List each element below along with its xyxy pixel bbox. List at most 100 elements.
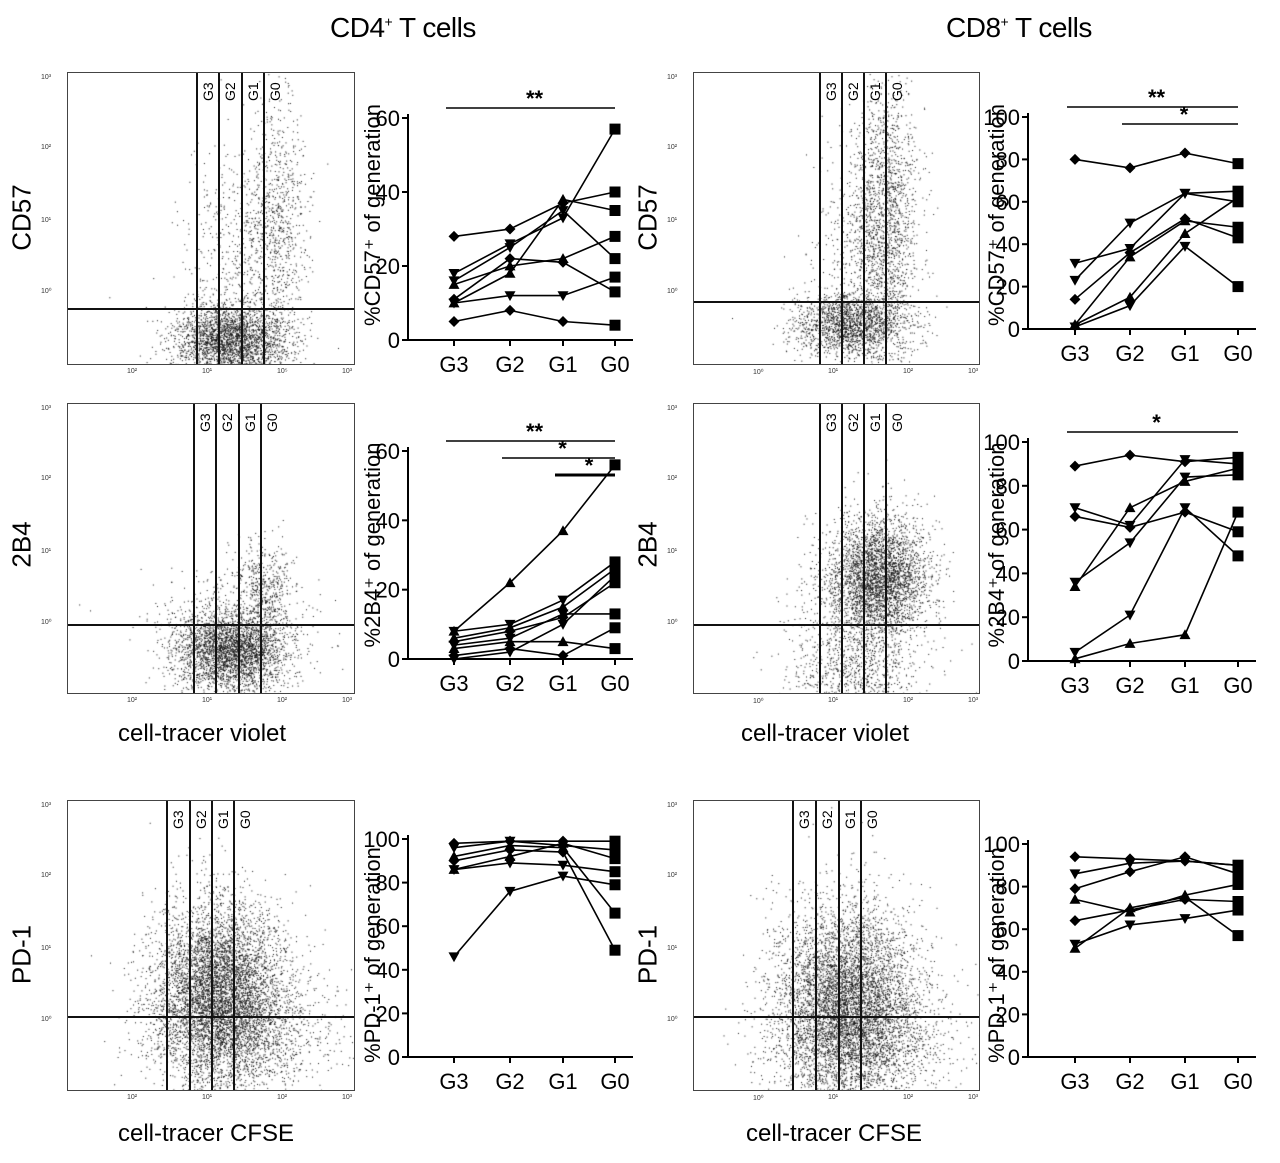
cd8-2b4-line-series-6-point [1069,653,1081,664]
cd8-cd57-line-series-3-point [1069,293,1081,305]
gate-line-G0 [860,801,862,1090]
gate-line-G2 [841,404,843,693]
cd4-2b4-line-significance-label: * [585,453,594,478]
cd4-2b4-line-series-1-line [453,561,616,633]
y-tick-label: 10⁰ [667,1016,678,1023]
cd8-2b4-line-series-6-point [1232,506,1244,518]
cd8-pd1-line-series-0-point [1069,851,1081,863]
cd4-cd57-line-series-5-line [453,235,616,286]
cd8-pd1-line-series-2-point [1232,868,1244,880]
x-tick-label: 10² [903,368,914,375]
cd8-2b4-line-series-4-point [1124,502,1136,513]
cd4-2b4-line-series-1-point [448,626,460,637]
cd8-pd1-line-y-tick-label: 0 [1008,1045,1020,1070]
cd4-cd57-line-series-6-line [453,276,616,304]
cd4-cd57-line-series-3-point [557,193,569,204]
cd4-pd1-flow-plot: G3 G2 G1 G0 [67,800,355,1091]
cd4-pd1-line-y-tick-label: 100 [363,827,400,852]
cd8-cd57-line-series-0-point [1179,147,1191,159]
cd8-2b4-line-x-tick-label: G2 [1115,673,1144,698]
cd8-pd1-line-x-tick-label: G2 [1115,1069,1144,1094]
y-tick-label: 10³ [41,405,52,412]
y-tick-label: 10¹ [667,217,678,224]
cd4-cd57-line-series-3-point [609,205,621,216]
cd4-pd1-line-y-axis-label: %PD-1⁺ of generation [360,847,385,1063]
gate-line-G3 [196,73,198,364]
cd4-2b4-line-x-tick-label: G0 [600,671,629,696]
cd4-2b4-line-y-tick-label: 0 [388,647,400,672]
cd4-2b4-line-y-axis-label: %2B4⁺ of generation [360,443,385,648]
cd8-2b4-flow-plot: G3 G2 G1 G0 [693,403,980,694]
cd4-2b4-line-series-2-line [453,568,616,639]
cd8-2b4-line-x-tick-label: G3 [1060,673,1089,698]
cd8-2b4-line-series-1-point [1069,503,1081,514]
cd4-2b4-line-series-4-point [557,609,569,620]
cd4-cd57-line-series-7-line [453,309,616,326]
cd4-2b4-line-series-5-point [609,643,621,655]
cd8-2b4-line-significance-label: * [1152,410,1161,435]
cd8-2b4-line-series-5-point [1069,647,1081,658]
cd8-pd1-line-y-tick-label: 80 [996,875,1020,900]
cd4-pd1-line-series-4-point [557,837,569,848]
cd4-2b4-line-y-tick-label: 20 [376,578,400,603]
cd8-cd57-line-significance-label: ** [1148,85,1166,110]
cd4-cd57-line-series-6-point [448,298,460,309]
quadrant-line [694,624,979,626]
cd8-cd57-flow-plot: G3 G2 G1 G0 [693,72,980,365]
cd4-pd1-line-series-4-point [504,850,516,861]
cd8-2b4-line-series-6-point [1124,637,1136,648]
cd4-cd57-line-series-2-point [504,243,516,253]
cd4-pd1-line-series-6-line [453,875,616,958]
cd4-2b4-flow-plot: G3 G2 G1 G0 [67,403,355,694]
cd8-pd1-scatter-density [694,801,979,1090]
quadrant-line [68,624,354,626]
quadrant-line [68,1016,354,1018]
cd4-cd57-line-y-tick-label: 0 [388,328,400,353]
cd8-pd1-line-y-tick-label: 20 [996,1002,1020,1027]
cd8-cd57-line-series-0-point [1069,153,1081,165]
cd4-cd57-line-series-1-line [453,128,616,275]
cd8-cd57-line-series-4-point [1124,251,1136,262]
cd8-2b4-line-series-2-point [1124,521,1136,533]
cd4-pd1-line-series-3-point [448,855,460,867]
gate-line-G0 [885,404,887,693]
cd8-pd1-line-series-2-point [1069,883,1081,895]
cd8-cd57-line-significance-label: * [1180,102,1189,127]
cd8-2b4-line-series-2-point [1069,510,1081,522]
x-tick-label: 10² [277,1094,288,1101]
cd8-pd1-line-series-3-line [1074,883,1239,913]
cd4-pd1-line-series-6-point [448,952,460,963]
cd4-pd1-line-series-4-point [609,853,621,865]
cd4-pd1-line-y-tick-label: 60 [376,914,400,939]
cd8-cd57-line-series-6-point [1069,322,1081,333]
x-tick-label: 10¹ [202,368,213,375]
cd4-cd57-line-series-2-point [609,253,621,265]
cd8-cd57-scatter-density [694,73,979,364]
cd4-pd1-line-series-2-point [609,907,621,919]
cd4-cd57-line-series-7-point [448,316,460,327]
cd8-2b4-line-series-5-point [1232,550,1244,562]
cd4-pd1-line-series-0-point [609,835,621,847]
cd8-pd1-line-y-tick-label: 60 [996,917,1020,942]
cd8-pd1-line-series-6-point [1069,942,1081,953]
gate-line-G3 [166,801,168,1090]
cd4-2b4-line-x-tick-label: G1 [548,671,577,696]
y-tick-label: 10¹ [667,548,678,555]
x-tick-label: 10² [127,368,138,375]
cd8-pd1-line-series-6-line [1074,896,1239,950]
y-tick-label: 10³ [41,802,52,809]
gate-line-G2 [189,801,191,1090]
cd4-cd57-scatter-density [68,73,354,364]
quadrant-line [68,308,354,310]
cd4-cd57-line-series-7-point [557,316,569,327]
cd8-pd1-line-series-3-point [1069,893,1081,904]
cd4-cd57-line-significance-label: ** [526,86,544,111]
cd8-cd57-line-series-5-point [1232,192,1244,204]
cd4-pd1-line-series-6-point [557,871,569,882]
cd4-cd57-line-y-tick-label: 40 [376,180,400,205]
cd4-cd57-flow-plot: G3 G2 G1 G0 [67,72,355,365]
cd4-2b4-line-y-tick-label: 60 [376,439,400,464]
cd4-pd1-line-x-tick-label: G0 [600,1069,629,1094]
cd8-2b4-line-series-0-point [1124,449,1136,461]
gate-line-G1 [241,73,243,364]
